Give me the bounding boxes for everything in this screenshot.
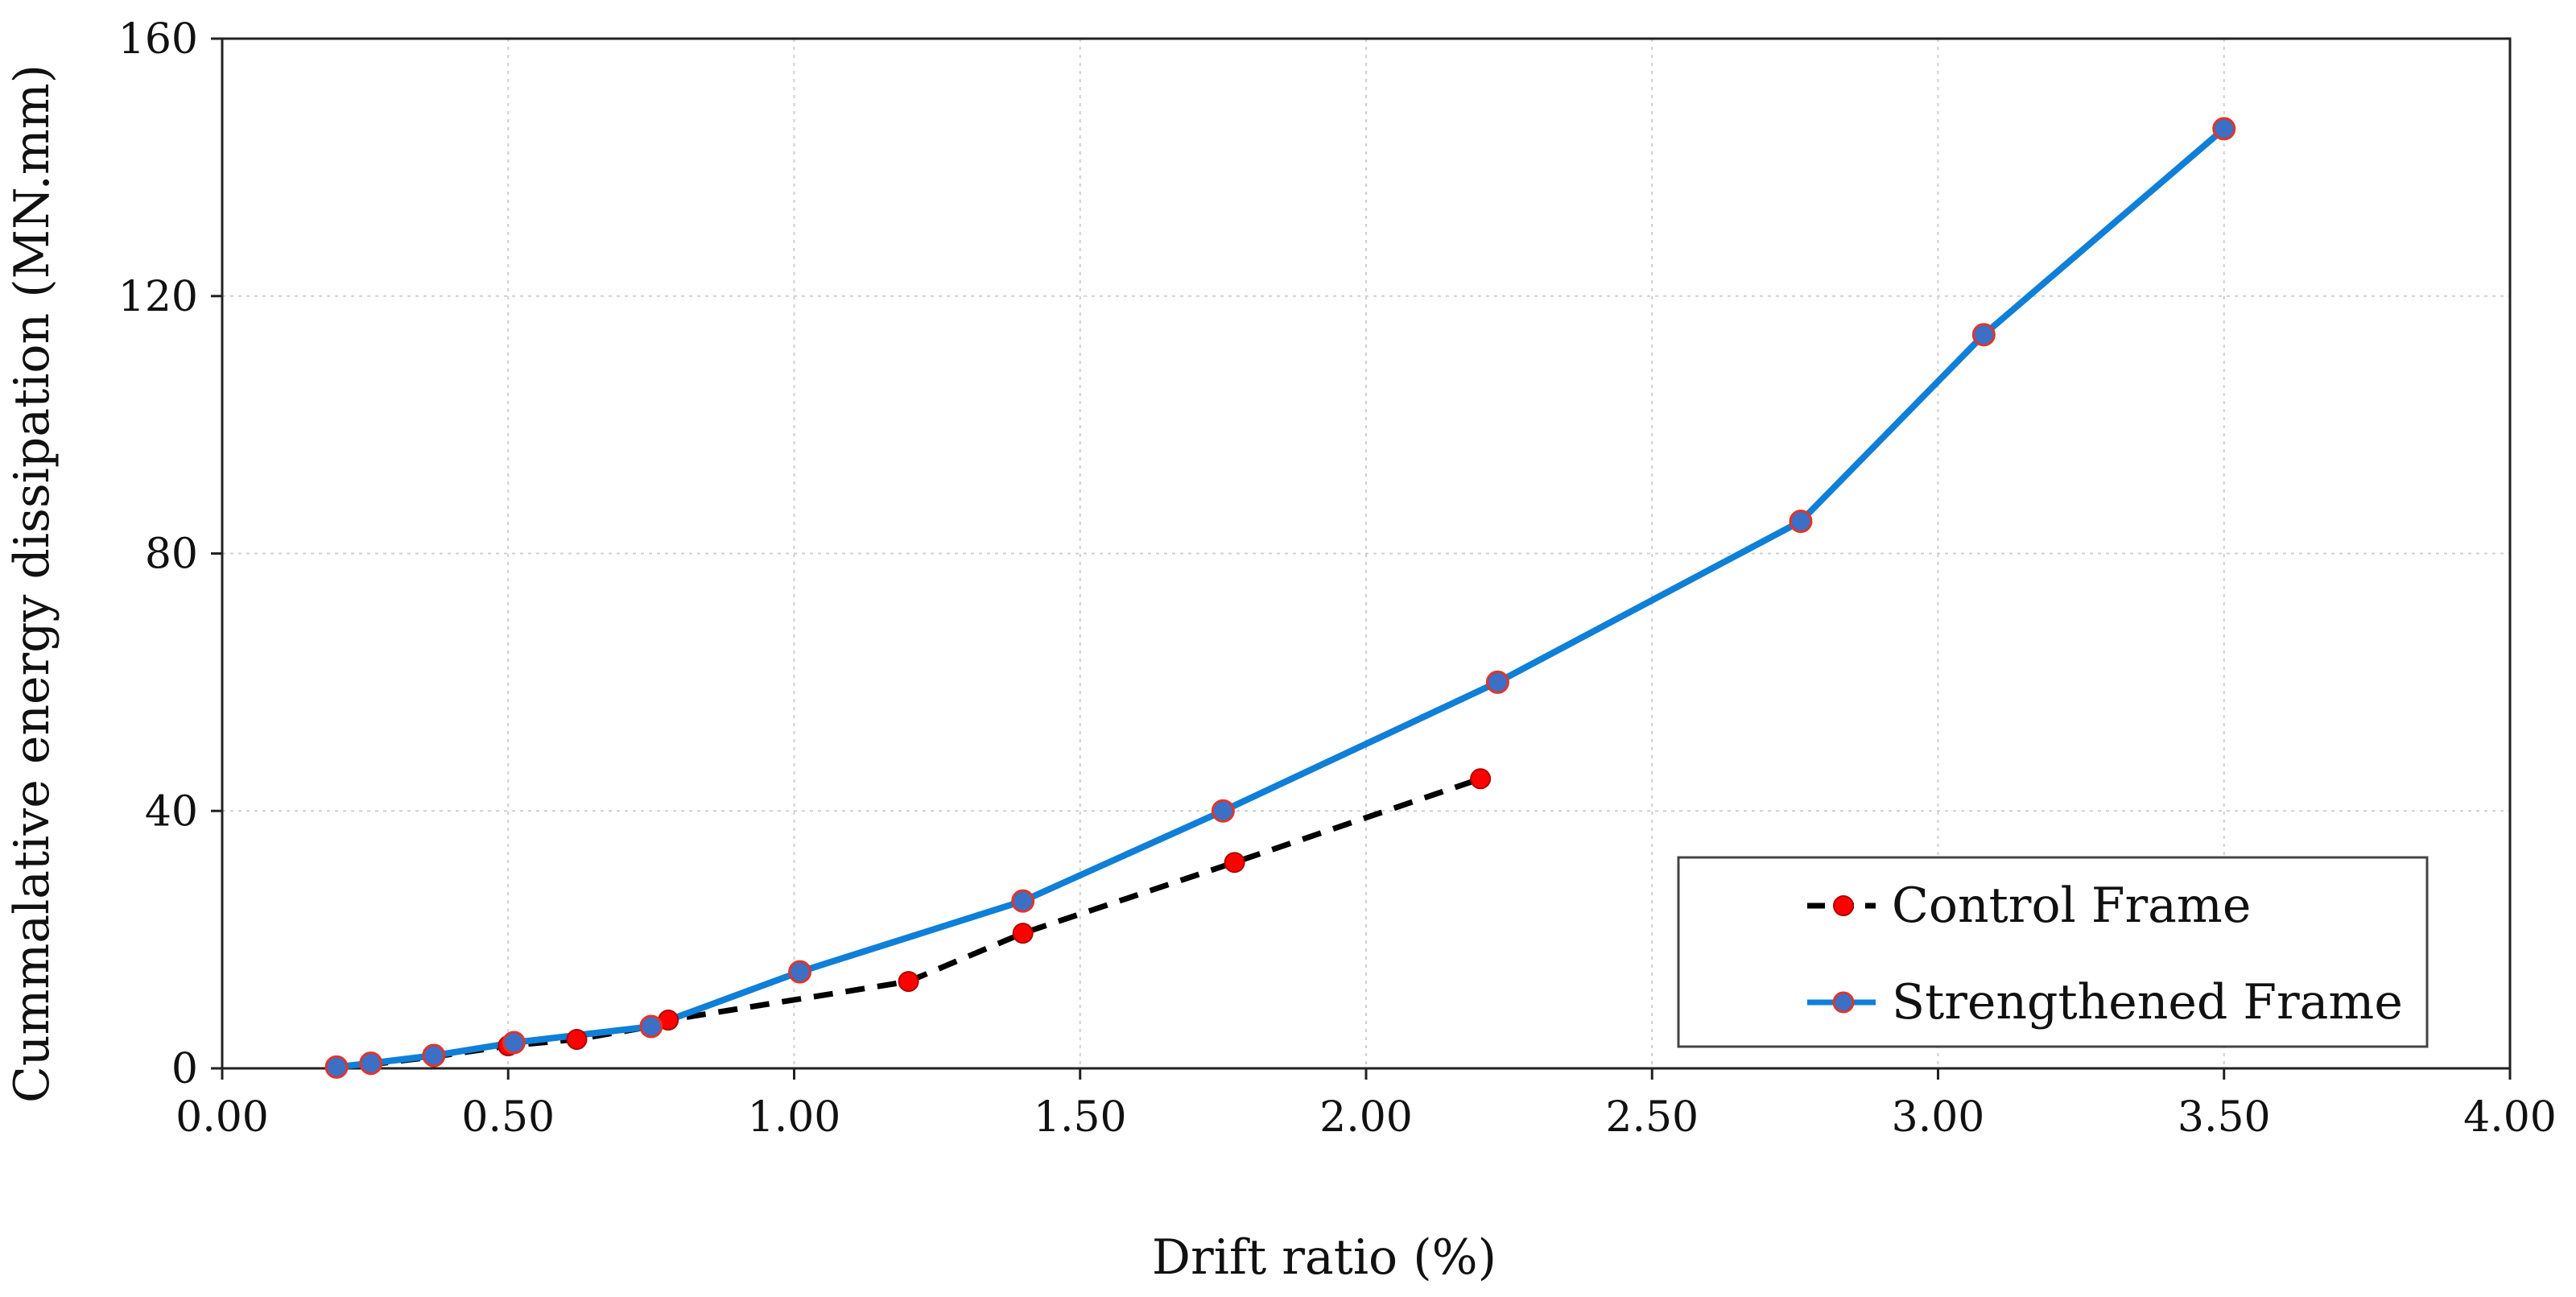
strengthened-frame-point	[2212, 117, 2236, 141]
y-tick-label: 80	[145, 531, 198, 579]
y-tick-label: 40	[145, 787, 198, 836]
strengthened-frame-point	[359, 1051, 383, 1076]
control-frame-point	[898, 971, 919, 993]
legend-box	[1677, 856, 2429, 1048]
x-tick-label: 0.50	[461, 1093, 555, 1142]
legend: Control Frame Strengthened Frame	[1677, 856, 2429, 1048]
strengthened-frame-point	[788, 960, 812, 984]
strengthened-frame-point	[1211, 799, 1235, 823]
x-tick-label: 1.00	[748, 1093, 841, 1142]
strengthened-frame-point	[1011, 889, 1035, 913]
axes: 0.00 0.50 1.00 1.50 2.00 2.50 3.00 3.50 4.00 0 40 8…	[118, 15, 2557, 1142]
x-tick-label: 1.50	[1034, 1093, 1127, 1142]
y-axis-title: Cummalative energy dissipation (MN.mm)	[4, 64, 60, 1103]
x-tick-label: 2.00	[1319, 1093, 1413, 1142]
control-frame-point	[566, 1029, 588, 1051]
strengthened-frame-point	[324, 1055, 349, 1079]
x-tick-label: 3.00	[1892, 1093, 1985, 1142]
strengthened-frame-point	[1971, 323, 1996, 347]
control-frame-point	[1012, 923, 1034, 944]
x-tick-label: 2.50	[1605, 1093, 1699, 1142]
x-tick-label: 0.00	[175, 1093, 269, 1142]
data-series	[324, 117, 2236, 1079]
legend-strengthened-marker	[1832, 991, 1855, 1014]
strengthened-frame-point	[1789, 510, 1813, 534]
x-tick-label: 4.00	[2463, 1093, 2557, 1142]
strengthened-frame-point	[639, 1014, 663, 1039]
strengthened-frame-point	[422, 1043, 446, 1068]
legend-control-label: Control Frame	[1892, 878, 2251, 934]
y-tick-label: 160	[118, 15, 198, 64]
control-frame-point	[1470, 768, 1492, 790]
x-axis-title: Drift ratio (%)	[1152, 1229, 1496, 1286]
x-tick-label: 3.50	[2178, 1093, 2271, 1142]
control-frame-point	[1224, 852, 1245, 874]
legend-control-marker	[1833, 895, 1854, 916]
strengthened-frame-point	[1485, 670, 1509, 694]
plot-area-frame	[221, 37, 2512, 1070]
y-tick-label: 120	[118, 273, 198, 321]
legend-strengthened-label: Strengthened Frame	[1892, 974, 2403, 1031]
strengthened-frame-point	[502, 1031, 526, 1055]
y-tick-label: 0	[171, 1045, 198, 1093]
